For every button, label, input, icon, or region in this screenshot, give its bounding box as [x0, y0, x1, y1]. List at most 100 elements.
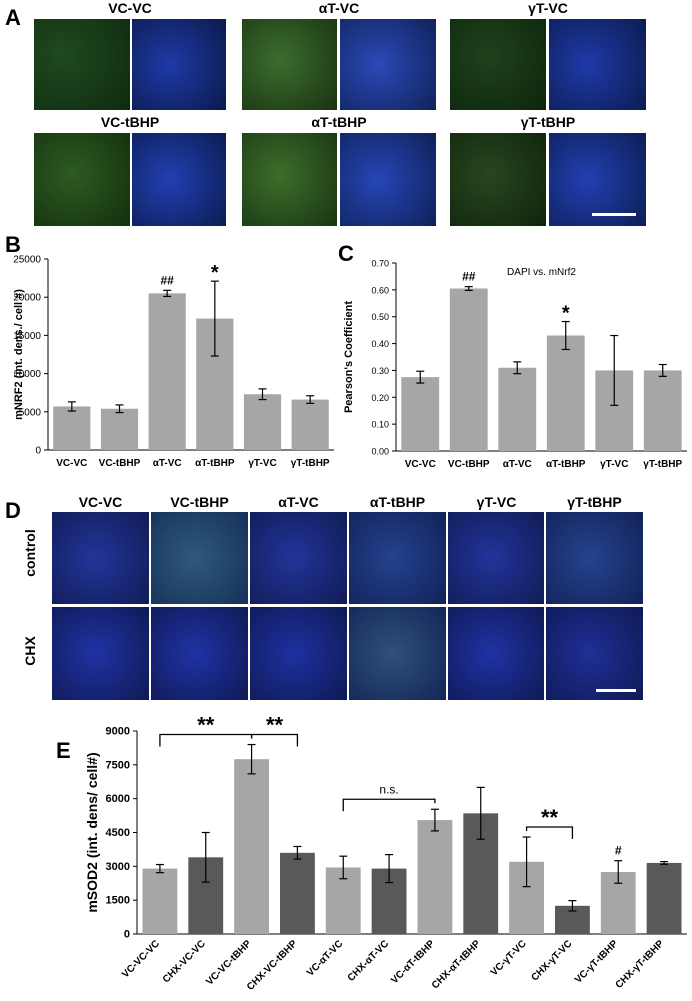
panel-label-a: A: [5, 5, 21, 30]
chart-c-category-label: VC-tBHP: [448, 459, 490, 470]
panel-d-col-vc-tbhp: VC-tBHP: [170, 494, 229, 510]
chart-b-category-label: γT-tBHP: [291, 458, 330, 469]
chart-b-category-label: γT-VC: [248, 458, 276, 469]
chart-c-ytick-label: 0.10: [371, 420, 389, 430]
chart-c-category-label: γT-tBHP: [643, 459, 682, 470]
scale-bar-a: [592, 213, 636, 216]
chart-b-ytick-label: 10000: [13, 369, 41, 380]
panel-label-d: D: [5, 498, 21, 523]
chart-b-bar: [291, 399, 329, 450]
micrograph-d-chx-gt-tbhp: [546, 607, 643, 700]
panel-label-e: E: [56, 738, 71, 763]
chart-c-ytick-label: 0.70: [371, 259, 389, 269]
chart-e-bar: [234, 759, 269, 934]
chart-b-ytick-label: 15000: [13, 331, 41, 342]
micrograph-d-chx-gt-vc: [448, 607, 544, 700]
micrograph-d-control-at-vc: [250, 512, 347, 604]
micrograph-d-chx-at-tbhp: [349, 607, 446, 700]
chart-e-annotation: #: [615, 844, 622, 858]
chart-b-ytick-label: 20000: [13, 293, 41, 304]
chart-e-category-label: VC-αT-tBHP: [389, 938, 437, 986]
chart-e-category-label: VC-γT-tBHP: [573, 938, 621, 986]
chart-c-bar: [498, 367, 537, 451]
chart-e-category-label: CHX-αT-VC: [346, 938, 392, 984]
chart-c-category-label: αT-VC: [503, 459, 532, 470]
chart-c-ytick-label: 0.50: [371, 312, 389, 322]
panel-d-col-gt-vc: γT-VC: [476, 494, 517, 510]
micrograph-a-vc-vc-green: [34, 19, 130, 110]
chart-b-bar: [100, 408, 139, 450]
chart-e-bracket: [250, 733, 299, 747]
chart-c-ytick-label: 0.30: [371, 366, 389, 376]
chart-e-category-label: VC-γT-VC: [489, 938, 529, 978]
panel-d-col-vc-vc: VC-VC: [78, 494, 123, 510]
micrograph-a-at-tbhp-blue: [340, 133, 436, 226]
chart-c-bar: [643, 370, 682, 451]
chart-e-ytick-label: 0: [124, 929, 130, 941]
chart-b-bar: [243, 394, 282, 450]
chart-c-category-label: αT-tBHP: [546, 459, 586, 470]
chart-c-ytick-label: 0.20: [371, 393, 389, 403]
micrograph-a-at-vc-blue: [340, 19, 436, 110]
chart-b-category-label: αT-VC: [153, 458, 182, 469]
chart-c-category-label: VC-VC: [405, 459, 436, 470]
chart-e-ytick-label: 4500: [106, 827, 130, 839]
chart-b-annotation: ##: [160, 273, 174, 287]
chart-e-category-label: VC-VC-tBHP: [204, 938, 254, 988]
micrograph-d-control-gt-tbhp: [546, 512, 643, 604]
panel-d-col-at-vc: αT-VC: [278, 494, 319, 510]
chart-b-category-label: VC-VC: [56, 458, 87, 469]
chart-e-bar: [417, 820, 453, 934]
chart-e-category-label: CHX-γT-VC: [529, 938, 574, 983]
chart-c-ytick-label: 0.40: [371, 339, 389, 349]
panel-a-title-gt-tbhp: γT-tBHP: [520, 114, 576, 130]
micrograph-a-gt-tbhp-blue: [549, 133, 646, 226]
chart-e-bracket: [342, 798, 436, 812]
micrograph-a-vc-tbhp-green: [34, 133, 130, 226]
chart-e-category-label: CHX-γT-tBHP: [614, 938, 667, 991]
chart-e-ytick-label: 9000: [106, 726, 130, 738]
micrograph-a-gt-vc-blue: [549, 19, 646, 110]
chart-c-bar: [546, 335, 585, 451]
micrograph-d-control-gt-vc: [448, 512, 544, 604]
chart-c-title: DAPI vs. mNrf2: [507, 267, 576, 278]
chart-c-bar: [401, 377, 440, 451]
chart-e-bracket-label: n.s.: [379, 782, 398, 796]
panel-label-b: B: [5, 232, 21, 257]
micrograph-a-vc-vc-blue: [132, 19, 226, 110]
panel-a-title-at-vc: αT-VC: [318, 0, 360, 16]
chart-b-category-label: αT-tBHP: [195, 458, 235, 469]
chart-e-category-label: CHX-αT-tBHP: [430, 938, 483, 991]
micrograph-d-chx-vc-tbhp: [151, 607, 248, 700]
chart-e-bar: [280, 852, 315, 934]
chart-e-ytick-label: 1500: [106, 895, 130, 907]
micrograph-d-control-vc-tbhp: [151, 512, 248, 604]
micrograph-a-gt-tbhp-green: [450, 133, 546, 226]
chart-c-ytick-label: 0.00: [371, 447, 389, 457]
chart-b-bar: [148, 293, 186, 450]
chart-c-category-label: γT-VC: [600, 459, 628, 470]
micrograph-a-at-tbhp-green: [242, 133, 337, 226]
micrograph-a-gt-vc-green: [450, 19, 546, 110]
chart-e-ytick-label: 7500: [106, 759, 130, 771]
micrograph-a-vc-tbhp-blue: [132, 133, 226, 226]
chart-b-ytick-label: 0: [35, 446, 41, 457]
chart-e-bar: [646, 862, 682, 934]
chart-b-ytick-label: 5000: [19, 407, 42, 418]
panel-d-col-gt-tbhp: γT-tBHP: [567, 494, 622, 510]
panel-a-title-vc-vc: VC-VC: [108, 0, 152, 16]
chart-e-ylabel: mSOD2 (int. dens/ cell#): [84, 752, 100, 912]
chart-e-ytick-label: 3000: [106, 861, 130, 873]
micrograph-d-control-at-tbhp: [349, 512, 446, 604]
chart-b-annotation: *: [211, 262, 219, 284]
scale-bar-d: [596, 689, 636, 692]
chart-e-category-label: VC-VC-VC: [120, 938, 162, 980]
chart-b-ytick-label: 25000: [13, 255, 41, 266]
chart-e-category-label: VC-αT-VC: [305, 938, 345, 978]
chart-e-category-label: CHX-VC-VC: [161, 938, 208, 985]
chart-c-ylabel: Pearson's Coefficient: [343, 301, 355, 413]
micrograph-d-control-vc-vc: [52, 512, 149, 604]
